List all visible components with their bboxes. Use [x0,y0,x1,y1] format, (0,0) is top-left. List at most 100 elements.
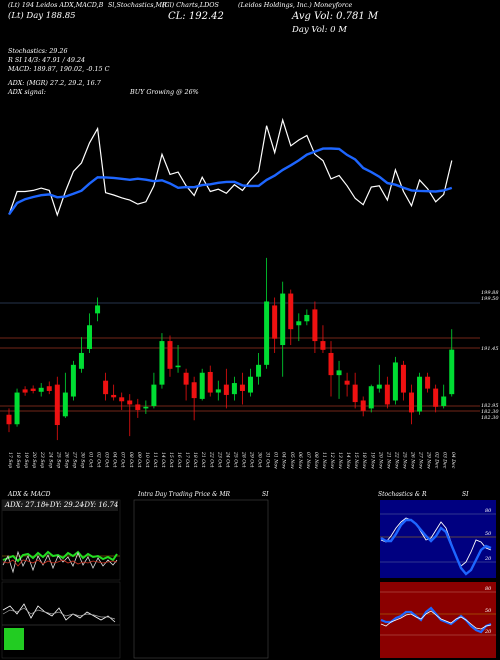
candle-body [30,388,36,391]
date-label: 26 Nov [410,451,416,469]
macd-line [2,603,116,623]
moving-average-line [8,147,453,216]
candle-body [22,389,28,393]
date-label: 02 Dec [434,452,440,469]
candle-body [248,376,253,393]
candle-body [95,305,101,314]
header-topline: (Lt) 194 Leidos ADX,MACD,B [8,1,104,9]
price-label-1: 199.88 [481,290,499,296]
macd-histogram [4,628,24,650]
header-company: (Leidos Holdings, Inc.) Moneyforce [238,1,353,9]
candle-body [38,387,44,392]
candle-body [78,352,84,369]
adx-signal-label: ADX signal: [8,88,46,96]
macd-text: MACD: 189.87, 190.02, -0.15 C [8,65,110,73]
candle-body [14,392,20,425]
price-label-2: 199.50 [481,296,499,302]
date-label: 23 Oct [216,451,222,468]
candle-body [360,400,366,411]
candle-body [304,314,310,322]
pdi-value: +DY: 29.24 [44,501,84,509]
si-axis-50: 50 [485,608,492,614]
candle-body [336,370,342,376]
candle-body [87,325,92,349]
date-label: 04 Dec [450,452,456,469]
candle-body [54,384,60,426]
si-axis-20: 20 [484,629,492,635]
date-label: 21 Oct [200,451,206,468]
date-label: 27 Nov [418,451,424,469]
stoch-axis-20: 20 [484,556,492,562]
date-label: 18 Sep [15,452,21,468]
date-label: 19 Sep [23,452,29,468]
date-axis: 17 Sep 18 Sep 19 Sep 20 Sep 23 Sep 24 Sep 25 S… [7,451,456,469]
date-label: 08 Oct [128,452,134,468]
adx-panel-title: ADX & MACD [8,491,51,498]
candle-body [239,384,245,391]
date-label: 17 Sep [7,452,13,468]
date-label: 26 Sep [63,451,69,468]
candle-body [425,376,431,389]
candle-body [159,341,165,385]
candle-body [151,384,157,407]
candle-body [352,384,358,403]
candle-body [62,392,68,417]
candle-body [280,293,286,346]
price-label-5: 182.30 [481,409,499,415]
date-label: 01 Oct [88,452,94,468]
candle-body [223,384,229,395]
candle-body [376,384,382,389]
price-label-6: 182.30 [481,415,499,421]
stochastics-panel [380,500,496,578]
price-label-4: 182.95 [481,403,499,409]
candle-body [328,352,334,376]
candle-body [384,384,390,405]
date-label: 30 Oct [257,452,263,468]
price-line [8,117,453,217]
candle-body [320,341,326,350]
candle-body [183,372,189,385]
date-label: 27 Sep [71,451,77,468]
candle-body [119,397,125,402]
date-label: 14 Oct [160,452,166,468]
date-label: 20 Nov [377,451,383,469]
price-levels [0,302,480,412]
date-label: 18 Nov [361,452,367,469]
adx-text: ADX: (MGR) 27.2, 29.2, 16.7 [8,79,101,87]
price-chart: 17 Sep 18 Sep 19 Sep 20 Sep 23 Sep 24 Sep 25 S… [0,117,480,469]
candle-body [400,364,406,393]
candle-body [288,293,294,330]
date-label: 25 Nov [401,451,407,469]
date-label: 15 Nov [353,452,359,469]
date-label: 29 Nov [426,451,432,469]
date-label: 06 Nov [297,452,303,469]
candle-body [392,362,398,401]
stoch-d-line [380,518,492,576]
stochastics-text: Stochastics: 29.26 [8,47,68,55]
adx-value: ADX: 27.18 [5,501,46,509]
date-label: 05 Nov [289,452,295,469]
stoch-panel-si: SI [462,491,469,498]
candle-body [449,349,455,395]
mdi-value: -DY: 16.74 [82,501,119,509]
date-label: 02 Oct [96,452,102,468]
macd-signal-line [2,607,116,620]
date-label: 01 Nov [273,452,279,469]
date-label: 22 Oct [208,451,214,468]
stoch-k-line [380,517,492,567]
date-label: 20 Sep [31,451,37,468]
candle-body [46,386,52,391]
day-value: 188.85 [45,11,76,21]
date-label: 03 Dec [442,452,448,469]
adx-panel [1,499,121,581]
header-stoch-label: Sl,Stochastics,MR [108,1,167,9]
date-label: 24 Sep [47,451,53,468]
candle-body [344,380,350,385]
candle-body [199,372,205,399]
adx-white-line [2,550,118,574]
si-main-line [380,606,492,634]
date-label: 09 Oct [136,452,142,468]
date-label: 07 Oct [120,452,126,468]
candle-body [368,386,374,409]
